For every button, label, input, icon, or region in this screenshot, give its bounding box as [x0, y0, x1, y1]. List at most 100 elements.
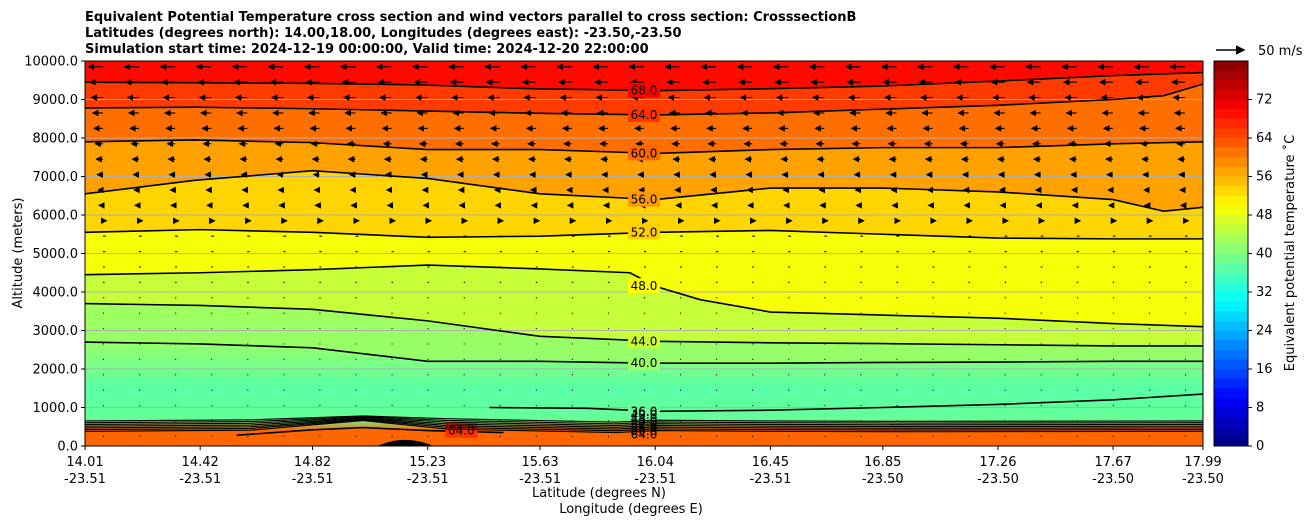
- colorbar-label: Equivalent potential temperature ˚C: [1282, 135, 1298, 371]
- y-tick-label: 0.0: [57, 440, 78, 455]
- colorbar-tick-label: 48: [1256, 208, 1273, 223]
- x-axis-label-longitude: Longitude (degrees E): [559, 502, 703, 517]
- colorbar: 0 8 16 24 32 40 48 56 64 72 Equivalent potential …: [1213, 60, 1298, 454]
- contour-label-surface: 64.0: [631, 427, 658, 441]
- contour-line-surface: [85, 415, 1203, 423]
- contour-label-surface: 36.0: [631, 405, 658, 419]
- y-tick-label: 3000.0: [33, 324, 79, 339]
- contour-label-bg: [628, 224, 660, 240]
- x-tick-label-lat: 15.23: [409, 455, 446, 470]
- colorbar-tick-label: 72: [1256, 93, 1273, 108]
- contour-label-bg: [628, 333, 660, 349]
- colorbar-tick-label: 0: [1256, 439, 1264, 454]
- x-tick-label-lon: -23.51: [292, 472, 334, 487]
- y-tick-label: 2000.0: [33, 363, 79, 378]
- x-tick-label-lon: -23.51: [407, 472, 449, 487]
- colorbar-ticks: 0 8 16 24 32 40 48 56 64 72: [1248, 93, 1273, 454]
- x-axis: 14.01 -23.51 14.42 -23.51 14.82 -23.51 15.23 -2…: [64, 446, 1224, 487]
- contour-line: [489, 393, 1203, 413]
- x-tick-label-lon: -23.50: [862, 472, 904, 487]
- contour-label-bg: [628, 191, 660, 207]
- contour-label: 48.0: [631, 279, 658, 293]
- contour-line-surface: [85, 417, 1203, 428]
- chart-title-line-3: Simulation start time: 2024-12-19 00:00:…: [85, 42, 649, 57]
- contour-label-surface: 40.0: [631, 408, 658, 422]
- contour-lines: 68.064.060.056.052.048.044.040.036.064.0…: [85, 71, 1203, 441]
- contour-label-surface: 56.0: [631, 421, 658, 435]
- contour-label-bg: [628, 106, 660, 122]
- contour-label-surface: 60.0: [631, 424, 658, 438]
- y-tick-label: 9000.0: [33, 93, 79, 108]
- y-axis-label: Altitude (meters): [11, 198, 26, 309]
- x-tick-label-lat: 15.63: [521, 455, 558, 470]
- contour-line: [85, 169, 1203, 212]
- x-tick-label-lat: 14.82: [294, 455, 331, 470]
- x-axis-label-latitude: Latitude (degrees N): [532, 486, 666, 501]
- contour-label: 36.0: [631, 404, 658, 418]
- y-tick-label: 6000.0: [33, 209, 79, 224]
- contour-label-bg: [628, 278, 660, 294]
- surface-warm-layer: [85, 428, 1203, 446]
- colorbar-tick-label: 56: [1256, 170, 1273, 185]
- contour-label: 56.0: [631, 193, 658, 207]
- contour-label-bg: [628, 355, 660, 371]
- contour-label-surface: 48.0: [631, 415, 658, 429]
- quiver-key: 50 m/s: [1216, 44, 1303, 59]
- y-tick-label: 1000.0: [33, 401, 79, 416]
- contour-label: 52.0: [631, 225, 658, 239]
- contour-line-surface: [85, 420, 1203, 434]
- colorbar-tick-label: 8: [1256, 401, 1264, 416]
- contour-label-surface: 52.0: [631, 418, 658, 432]
- field-bands: [85, 61, 1203, 446]
- y-tick-label: 7000.0: [33, 170, 79, 185]
- plot-area: 68.064.060.056.052.048.044.040.036.064.0…: [85, 61, 1203, 446]
- terrain: [377, 439, 434, 446]
- contour-label: 44.0: [631, 334, 658, 348]
- contour-line: [85, 83, 1203, 116]
- contour-line: [85, 71, 1203, 92]
- colorbar-tick-label: 64: [1256, 131, 1273, 146]
- y-tick-label: 8000.0: [33, 132, 79, 147]
- contour-label: 64.0: [631, 108, 658, 122]
- contour-label: 60.0: [631, 146, 658, 160]
- contour-line-surface: [85, 416, 1203, 425]
- x-tick-label-lon: -23.51: [64, 472, 106, 487]
- x-tick-label-lat: 17.67: [1095, 455, 1132, 470]
- x-tick-label-lat: 16.04: [637, 455, 674, 470]
- y-tick-label: 5000.0: [33, 247, 79, 262]
- contour-label: 68.0: [631, 84, 658, 98]
- y-axis: 0.0 1000.0 2000.0 3000.0 4000.0 5000.0 6000.0 7…: [24, 55, 85, 455]
- colorbar-tick-label: 24: [1256, 324, 1273, 339]
- contour-label-bg: [628, 145, 660, 161]
- x-tick-label-lon: -23.51: [179, 472, 221, 487]
- colorbar-tick-label: 32: [1256, 285, 1273, 300]
- contour-label-surface: 44.0: [631, 411, 658, 425]
- x-tick-label-lat: 16.85: [864, 455, 901, 470]
- x-tick-label-lat: 17.26: [979, 455, 1016, 470]
- x-tick-label-lat: 14.42: [182, 455, 219, 470]
- x-tick-label-lat: 16.45: [752, 455, 789, 470]
- contour-line-surface: [85, 418, 1203, 430]
- y-tick-label: 10000.0: [24, 55, 78, 70]
- x-tick-label-lon: -23.50: [1182, 472, 1224, 487]
- contour-line-surface: [85, 416, 1203, 427]
- contour-label-bg: [628, 403, 660, 419]
- chart-title-line-2: Latitudes (degrees north): 14.00,18.00, …: [85, 26, 682, 41]
- contour-line-surface: [85, 419, 1203, 432]
- colorbar-tick-label: 40: [1256, 247, 1273, 262]
- x-tick-label-lon: -23.51: [749, 472, 791, 487]
- contour-label: 40.0: [631, 356, 658, 370]
- x-tick-label-lat: 17.99: [1184, 455, 1221, 470]
- x-tick-label-lon: -23.50: [1092, 472, 1134, 487]
- x-tick-label-lon: -23.51: [634, 472, 676, 487]
- contour-label-bg: [628, 82, 660, 98]
- chart-title-line-1: Equivalent Potential Temperature cross s…: [85, 10, 856, 25]
- colorbar-tick-label: 16: [1256, 362, 1273, 377]
- y-tick-label: 4000.0: [33, 286, 79, 301]
- x-tick-label-lat: 14.01: [66, 455, 103, 470]
- x-tick-label-lon: -23.50: [977, 472, 1019, 487]
- x-tick-label-lon: -23.51: [519, 472, 561, 487]
- colorbar-gradient: [1213, 60, 1249, 447]
- quiver-key-label: 50 m/s: [1258, 44, 1303, 59]
